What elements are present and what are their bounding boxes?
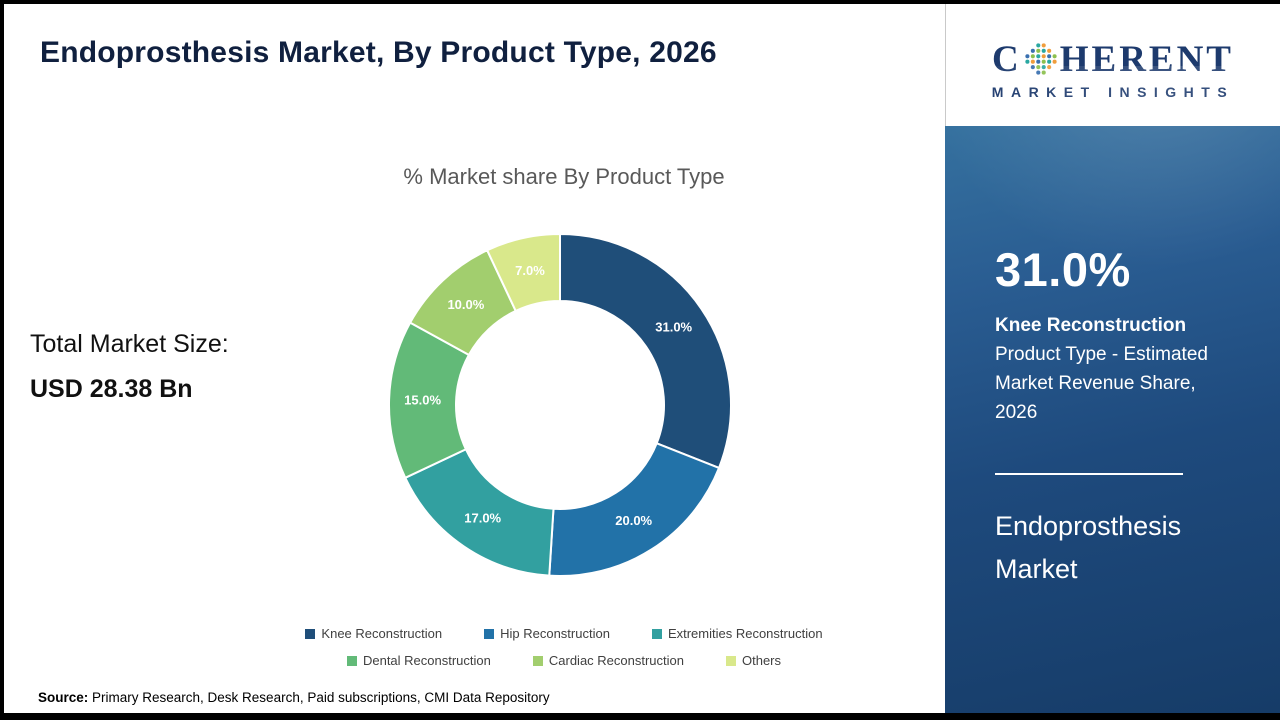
legend-label: Extremities Reconstruction — [667, 626, 823, 641]
chart-title: % Market share By Product Type — [403, 164, 725, 189]
sidebar-stat-title: Knee Reconstruction — [995, 315, 1187, 336]
donut-slice-0 — [559, 232, 732, 470]
page-title: Endoprosthesis Market, By Product Type, … — [40, 36, 717, 69]
source-text: Primary Research, Desk Research, Paid su… — [88, 690, 550, 705]
source-label: Source: — [38, 690, 89, 705]
legend-item: Hip Reconstruction — [484, 626, 610, 641]
slice-label-0: 31.0% — [655, 320, 692, 335]
slice-label-1: 20.0% — [615, 513, 652, 528]
legend-item: Knee Reconstruction — [305, 626, 442, 641]
legend-label: Hip Reconstruction — [500, 626, 610, 641]
source-line: Source: Primary Research, Desk Research,… — [38, 690, 550, 705]
total-market-value: USD 28.38 Bn — [30, 375, 193, 403]
legend-item: Dental Reconstruction — [346, 653, 491, 668]
sidebar-stat-description: Product Type - Estimated Market Revenue … — [995, 344, 1208, 423]
legend-item: Cardiac Reconstruction — [532, 653, 684, 668]
donut-slice-1 — [548, 441, 721, 577]
legend-swatch — [305, 628, 316, 639]
company-logo: C HERENT MARKET INSIGHTS — [945, 4, 1280, 126]
logo-letter-c: C — [992, 38, 1022, 80]
logo-letters-rest: HERENT — [1059, 38, 1234, 80]
total-market-block: Total Market Size: USD 28.38 Bn — [30, 330, 229, 404]
slice-label-5: 7.0% — [515, 263, 545, 278]
sidebar-stat-value: 31.0% — [995, 243, 1131, 296]
slice-label-3: 15.0% — [404, 393, 441, 408]
legend-item: Others — [726, 653, 781, 668]
slice-label-2: 17.0% — [464, 511, 501, 526]
chart-legend: Knee Reconstruction Hip Reconstruction Ext… — [234, 626, 894, 680]
legend-label: Cardiac Reconstruction — [548, 653, 684, 668]
legend-swatch — [651, 628, 662, 639]
legend-label: Knee Reconstruction — [321, 626, 443, 641]
logo-globe-icon — [1025, 43, 1057, 75]
total-market-label: Total Market Size: — [30, 330, 229, 358]
legend-swatch — [532, 655, 543, 666]
legend-row: Knee Reconstruction Hip Reconstruction Ext… — [234, 626, 894, 641]
legend-label: Others — [742, 653, 782, 668]
donut-chart: 31.0% 20.0% 17.0% 15.0% 10.0% 7.0% — [387, 232, 732, 577]
slice-label-4: 10.0% — [447, 297, 484, 312]
logo-wordmark: C HERENT — [992, 41, 1234, 78]
legend-row: Dental Reconstruction Cardiac Reconstruct… — [234, 653, 894, 668]
logo-tagline: MARKET INSIGHTS — [991, 83, 1235, 100]
donut-slice-5 — [485, 232, 561, 313]
sidebar-divider — [995, 473, 1183, 475]
highlight-sidebar: 31.0% Knee Reconstruction Product Type -… — [905, 66, 1280, 713]
sidebar-report-name: Endoprosthesis Market — [995, 511, 1182, 584]
legend-item: Extremities Reconstruction — [651, 626, 823, 641]
legend-label: Dental Reconstruction — [362, 653, 491, 668]
legend-swatch — [726, 655, 736, 666]
legend-swatch — [484, 628, 495, 639]
legend-swatch — [346, 655, 357, 666]
